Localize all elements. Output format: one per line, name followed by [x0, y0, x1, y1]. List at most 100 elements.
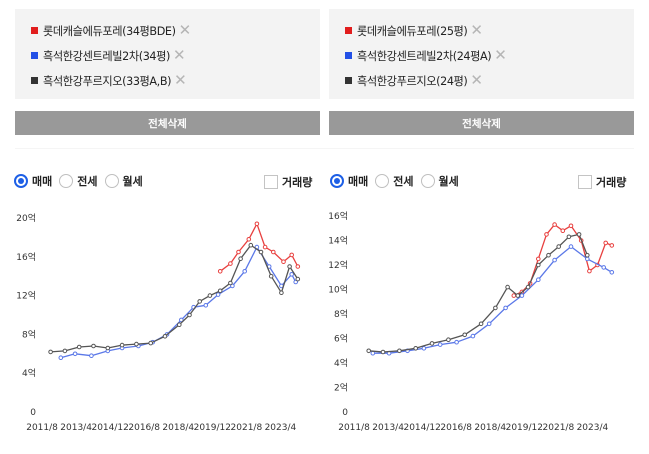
- data-point[interactable]: [585, 256, 590, 262]
- data-point[interactable]: [536, 262, 541, 268]
- data-point[interactable]: [271, 249, 276, 255]
- radio-sale[interactable]: 매매: [14, 173, 52, 189]
- data-point[interactable]: [515, 293, 521, 298]
- data-point[interactable]: [429, 341, 435, 346]
- data-point[interactable]: [215, 292, 221, 297]
- close-x-icon[interactable]: ✕: [173, 46, 186, 64]
- data-point[interactable]: [486, 321, 492, 327]
- data-point[interactable]: [437, 342, 443, 347]
- radio-checked-icon[interactable]: [330, 174, 344, 188]
- data-point[interactable]: [462, 332, 467, 338]
- data-point[interactable]: [587, 268, 592, 274]
- data-point[interactable]: [552, 222, 557, 227]
- data-point[interactable]: [242, 269, 247, 274]
- data-point[interactable]: [281, 259, 286, 265]
- data-point[interactable]: [503, 305, 508, 311]
- data-point[interactable]: [556, 244, 561, 249]
- data-point[interactable]: [228, 280, 233, 286]
- data-point[interactable]: [48, 349, 53, 355]
- data-point[interactable]: [380, 349, 386, 355]
- data-point[interactable]: [289, 272, 295, 277]
- radio-unchecked-icon[interactable]: [375, 174, 390, 188]
- data-point[interactable]: [295, 276, 301, 282]
- data-point[interactable]: [76, 344, 82, 350]
- close-x-icon[interactable]: ✕: [494, 46, 507, 64]
- data-point[interactable]: [162, 334, 168, 339]
- data-point[interactable]: [421, 346, 427, 351]
- data-point[interactable]: [552, 257, 557, 263]
- radio-monthly[interactable]: 월세: [104, 173, 143, 189]
- data-point[interactable]: [197, 299, 202, 304]
- data-point[interactable]: [568, 223, 574, 229]
- data-point[interactable]: [148, 340, 153, 346]
- volume-checkbox[interactable]: 거래량: [264, 174, 312, 190]
- data-point[interactable]: [576, 232, 582, 237]
- data-point[interactable]: [254, 221, 260, 227]
- radio-unchecked-icon[interactable]: [59, 174, 74, 188]
- data-point[interactable]: [187, 312, 192, 318]
- data-point[interactable]: [609, 243, 615, 248]
- data-point[interactable]: [72, 351, 78, 357]
- radio-sale[interactable]: 매매: [330, 173, 368, 189]
- delete-all-button[interactable]: 전체삭제: [15, 111, 320, 135]
- data-point[interactable]: [236, 249, 241, 255]
- data-point[interactable]: [568, 244, 574, 249]
- data-point[interactable]: [279, 290, 284, 295]
- data-point[interactable]: [470, 333, 476, 339]
- data-point[interactable]: [105, 345, 111, 351]
- data-point[interactable]: [366, 348, 372, 354]
- data-point[interactable]: [511, 293, 517, 298]
- data-point[interactable]: [258, 249, 264, 255]
- data-point[interactable]: [370, 350, 376, 356]
- data-point[interactable]: [238, 256, 243, 262]
- data-point[interactable]: [217, 269, 223, 274]
- data-point[interactable]: [525, 284, 531, 290]
- data-point[interactable]: [217, 288, 223, 294]
- data-point[interactable]: [544, 232, 549, 237]
- data-point[interactable]: [177, 322, 182, 327]
- radio-jeonse[interactable]: 전세: [375, 173, 414, 189]
- data-point[interactable]: [413, 346, 418, 351]
- data-point[interactable]: [505, 284, 510, 290]
- data-point[interactable]: [203, 303, 209, 308]
- data-point[interactable]: [207, 293, 213, 298]
- data-point[interactable]: [179, 317, 184, 323]
- data-point[interactable]: [601, 265, 607, 270]
- radio-unchecked-icon[interactable]: [104, 174, 119, 188]
- radio-checked-icon[interactable]: [14, 174, 28, 188]
- data-point[interactable]: [91, 343, 96, 349]
- data-point[interactable]: [519, 293, 525, 298]
- close-x-icon[interactable]: ✕: [178, 21, 192, 39]
- volume-checkbox[interactable]: 거래량: [578, 174, 626, 190]
- data-point[interactable]: [536, 256, 541, 262]
- data-point[interactable]: [289, 252, 295, 258]
- data-point[interactable]: [397, 348, 402, 354]
- data-point[interactable]: [246, 237, 252, 242]
- data-point[interactable]: [248, 242, 254, 248]
- data-point[interactable]: [546, 252, 551, 258]
- data-point[interactable]: [287, 264, 292, 269]
- radio-monthly[interactable]: 월세: [420, 173, 459, 189]
- delete-all-button[interactable]: 전체삭제: [329, 111, 634, 135]
- data-point[interactable]: [454, 339, 459, 345]
- data-point[interactable]: [293, 279, 299, 285]
- data-point[interactable]: [295, 264, 301, 269]
- data-point[interactable]: [89, 353, 94, 358]
- radio-unchecked-icon[interactable]: [420, 174, 435, 188]
- data-point[interactable]: [262, 244, 268, 250]
- close-x-icon[interactable]: ✕: [470, 71, 483, 89]
- data-point[interactable]: [493, 305, 498, 311]
- data-point[interactable]: [58, 355, 64, 360]
- data-point[interactable]: [478, 321, 484, 327]
- data-point[interactable]: [536, 277, 541, 282]
- data-point[interactable]: [119, 342, 125, 348]
- data-point[interactable]: [566, 234, 572, 240]
- data-point[interactable]: [228, 261, 233, 266]
- close-x-icon[interactable]: ✕: [470, 21, 483, 39]
- close-x-icon[interactable]: ✕: [174, 71, 187, 89]
- data-point[interactable]: [134, 341, 139, 347]
- data-point[interactable]: [560, 228, 566, 234]
- data-point[interactable]: [609, 270, 615, 275]
- checkbox-icon[interactable]: [264, 175, 278, 189]
- data-point[interactable]: [446, 337, 451, 342]
